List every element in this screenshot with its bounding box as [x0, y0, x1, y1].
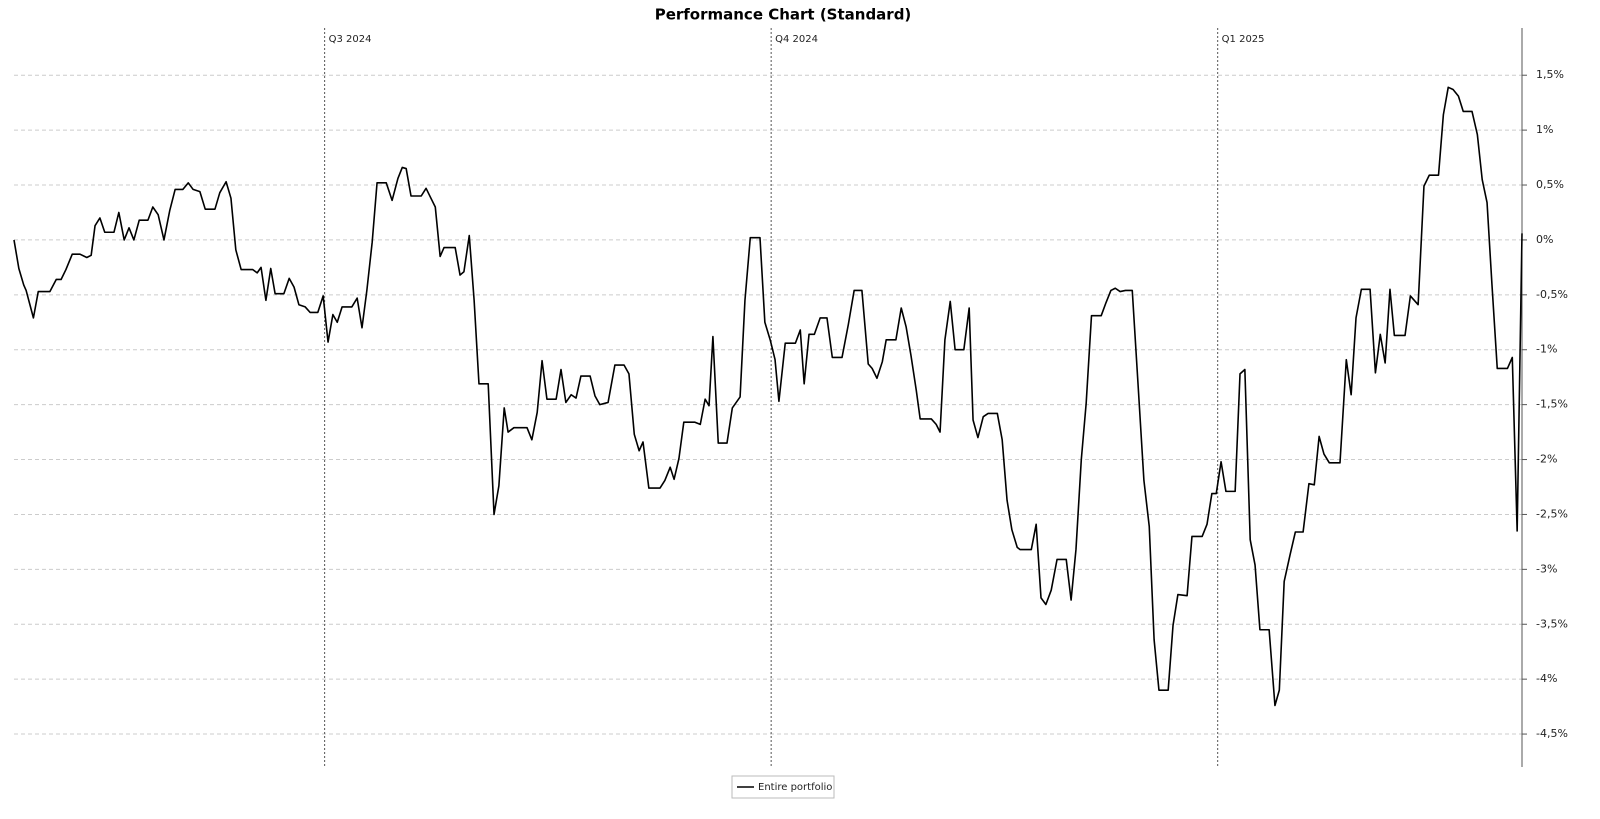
x-tick-label: Q1 2025 — [1222, 34, 1265, 45]
y-tick-label: -4,5% — [1536, 727, 1568, 740]
chart-title: Performance Chart (Standard) — [655, 6, 912, 24]
y-tick-label: -3,5% — [1536, 617, 1568, 630]
y-tick-label: -0,5% — [1536, 288, 1568, 301]
y-tick-label: -3% — [1536, 562, 1557, 575]
x-tick-label: Q4 2024 — [775, 34, 818, 45]
y-tick-label: 1,5% — [1536, 68, 1564, 81]
legend-box — [731, 775, 835, 799]
y-tick-label: -2% — [1536, 453, 1557, 466]
y-tick-label: 0,5% — [1536, 178, 1564, 191]
series-line — [13, 86, 1523, 707]
y-tick-label: -2,5% — [1536, 507, 1568, 520]
y-tick-label: -1% — [1536, 343, 1557, 356]
y-tick-label: -4% — [1536, 672, 1557, 685]
y-tick-label: -1,5% — [1536, 398, 1568, 411]
legend-label: Entire portfolio — [758, 782, 832, 793]
legend: Entire portfolio — [731, 775, 835, 799]
y-tick-label: 0% — [1536, 233, 1553, 246]
y-tick-label: 1% — [1536, 123, 1553, 136]
x-tick-label: Q3 2024 — [329, 34, 372, 45]
